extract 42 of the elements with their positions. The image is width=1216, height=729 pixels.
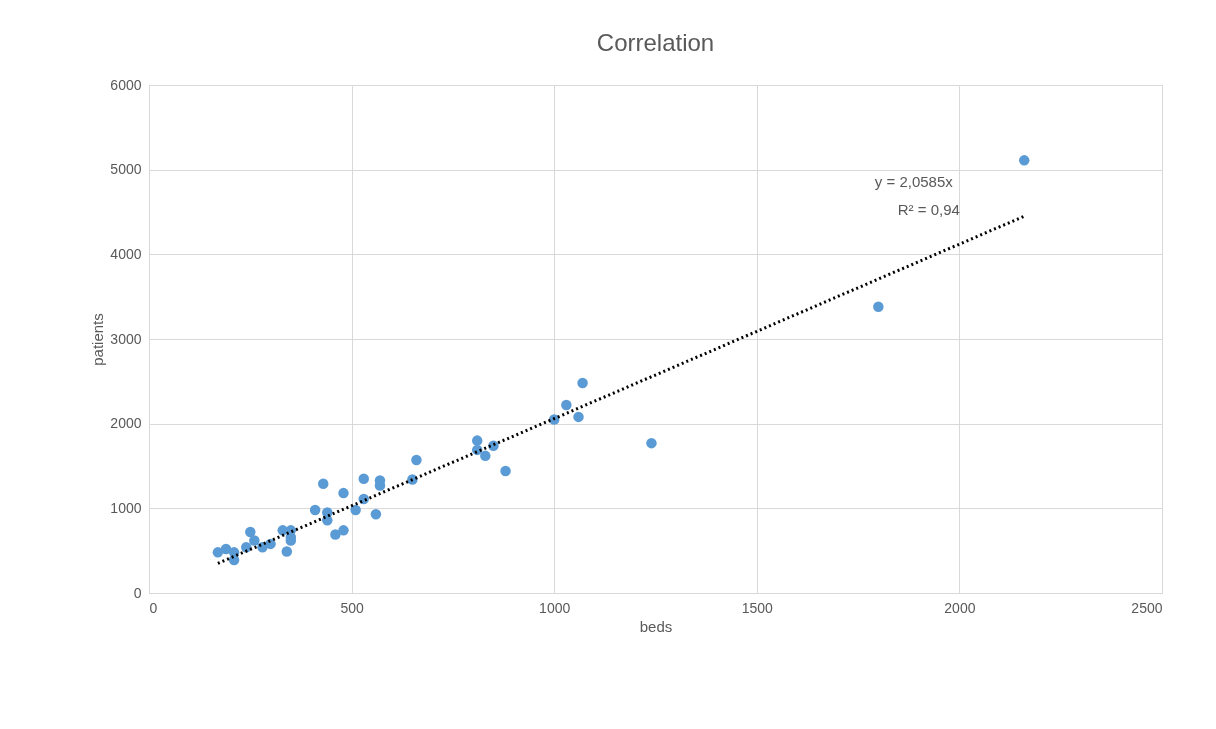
- x-axis-title: beds: [639, 617, 673, 635]
- point: [245, 526, 256, 538]
- point: [370, 509, 382, 520]
- point: [500, 465, 511, 477]
- x-tick-label: 2500: [1131, 599, 1163, 616]
- x-tick-label: 500: [340, 599, 364, 616]
- point: [281, 546, 293, 557]
- point: [317, 478, 329, 490]
- x-tick-label: 1500: [741, 599, 774, 616]
- y-tick-label: 5000: [110, 161, 142, 178]
- point: [561, 399, 572, 411]
- y-axis-title: patients: [89, 313, 107, 366]
- y-tick-label: 0: [133, 584, 142, 601]
- point: [480, 450, 491, 462]
- point: [338, 487, 349, 499]
- annotation: y = 2,0585x: [874, 172, 954, 190]
- point: [573, 411, 584, 423]
- point: [277, 525, 288, 536]
- point: [873, 301, 884, 313]
- point: [646, 437, 657, 449]
- y-tick-label: 3000: [110, 330, 142, 347]
- chart-title: Correlation: [596, 29, 715, 56]
- point: [330, 529, 341, 540]
- point: [220, 543, 232, 555]
- point: [1018, 155, 1030, 166]
- point: [212, 547, 224, 558]
- point: [249, 535, 260, 546]
- y-tick-label: 6000: [110, 76, 142, 93]
- y-tick-label: 1000: [110, 499, 142, 516]
- y-tick-label: 2000: [110, 415, 142, 432]
- x-tick-label: 1000: [539, 599, 571, 616]
- point: [309, 504, 321, 516]
- annotation: R² = 0,94: [897, 200, 960, 218]
- point: [471, 435, 483, 446]
- point: [411, 454, 422, 466]
- point: [338, 525, 349, 536]
- point: [358, 473, 369, 484]
- point: [577, 377, 588, 389]
- point: [350, 504, 361, 516]
- x-tick-label: 2000: [944, 599, 976, 616]
- y-tick-label: 4000: [110, 245, 142, 262]
- x-tick-label: 0: [149, 599, 158, 616]
